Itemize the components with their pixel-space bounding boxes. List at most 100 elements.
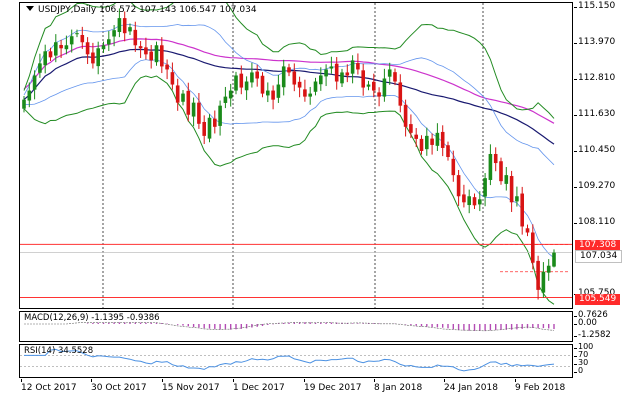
chart-title: USDJPY,Daily 106.572 107.143 106.547 107… [26,5,257,15]
price-tick: 110.450 [573,145,616,155]
candlestick-chart[interactable] [20,3,572,308]
candle-body [276,84,281,98]
candle-body [244,81,249,91]
candle-body [414,134,418,139]
candle-body [520,193,524,227]
candle-body [59,44,63,49]
candle-body [303,89,307,97]
candle-body [403,104,408,127]
candle-body [361,70,365,88]
candle-body [456,175,461,197]
candle-body [419,138,424,151]
rsi-tick: 30 [573,358,589,367]
upper-level-tag: 107.308 [575,240,621,251]
candle-body [340,72,344,84]
candle-body [38,63,42,73]
candle-body [281,66,286,88]
candle-body [552,252,556,267]
candle-body [75,33,79,35]
candle-body [377,92,381,97]
date-label: 15 Nov 2017 [162,379,220,393]
candle-body [91,52,95,64]
candle-body [128,27,132,32]
candle-body [149,51,153,61]
main-price-pane[interactable]: USDJPY,Daily 106.572 107.143 106.547 107… [19,2,573,309]
macd-tick: -1.2582 [574,330,611,340]
bollinger-inner-lower [23,59,555,259]
candle-body [22,99,26,109]
candle-body [85,42,90,55]
current-price-tag: 107.034 [575,250,623,263]
chart-title-text: USDJPY,Daily 106.572 107.143 106.547 107… [38,5,257,15]
date-label: 1 Dec 2017 [233,379,285,393]
candle-body [345,72,350,76]
candle-body [425,135,429,150]
candle-body [101,45,106,50]
candle-body [54,42,58,56]
candle-body [266,90,270,96]
candle-body [435,132,440,146]
candle-body [255,71,259,79]
candle-body [372,81,376,91]
lower-level-tag: 105.549 [575,294,621,305]
candle-body [228,90,233,99]
candle-body [393,72,397,82]
candle-body [313,81,318,92]
candle-body [387,69,392,77]
candle-body [218,105,222,126]
candle-body [112,30,116,37]
candle-body [170,72,175,85]
candle-body [96,48,100,67]
rsi-tick: 0 [573,366,584,375]
candle-body [181,93,185,102]
date-label: 8 Jan 2018 [374,379,423,393]
candle-body [133,29,138,46]
candle-body [462,194,466,203]
candle-body [430,138,434,145]
price-tick: 109.270 [573,181,616,191]
date-label: 12 Oct 2017 [21,379,77,393]
date-label: 30 Oct 2017 [91,379,147,393]
price-tick: 112.810 [573,73,616,83]
candle-body [80,35,85,43]
rsi-pane[interactable]: RSI(14) 34.5528 [19,344,573,378]
date-label: 9 Feb 2018 [515,379,566,393]
candle-body [451,158,456,176]
candle-body [440,131,445,148]
price-tick: 113.970 [573,37,616,47]
rsi-axis: 100 70 30 0 [573,342,640,378]
candle-body [32,75,37,90]
candle-body [541,271,546,293]
bollinger-outer-lower [23,75,555,305]
candle-body [287,67,291,73]
candle-body [292,71,297,85]
candle-body [334,63,339,82]
candle-body [525,228,530,233]
ma-magenta-line [23,38,555,124]
candle-body [69,36,74,45]
candle-body [122,18,127,34]
candle-body [213,118,217,127]
price-tick: 108.110 [573,217,616,227]
candle-body [382,78,387,97]
candle-body [478,199,482,205]
candle-body [398,82,403,106]
dropdown-triangle-icon [26,6,34,11]
candle-body [493,153,498,164]
rsi-line [24,348,555,372]
candle-body [366,84,371,87]
candle-body [154,45,159,63]
macd-signal-line [24,322,555,332]
candle-body [239,73,244,88]
price-tick: 115.150 [573,1,616,11]
macd-label: MACD(12,26,9) -1.1395 -0.9386 [24,313,160,323]
macd-pane[interactable]: MACD(12,26,9) -1.1395 -0.9386 [19,311,573,342]
candle-body [223,96,228,103]
candle-body [64,45,69,50]
candle-body [260,75,265,94]
macd-histogram [24,322,555,332]
candle-body [504,175,509,184]
macd-tick: 0.00 [574,318,597,328]
rsi-tick: 70 [573,350,589,359]
macd-axis: 0.7626 0.00 -1.2582 [574,310,640,342]
